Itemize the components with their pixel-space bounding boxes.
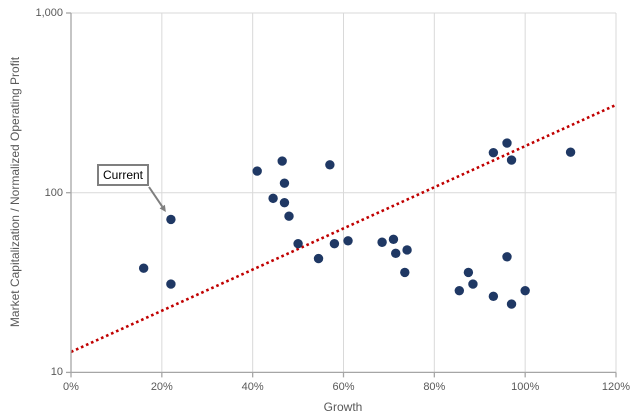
x-tick-label: 60% [332,381,355,393]
data-point[interactable] [166,279,176,289]
data-point[interactable] [313,253,324,264]
data-point[interactable] [565,147,576,157]
data-point[interactable] [488,291,499,302]
x-tick-label: 20% [150,381,173,393]
data-point[interactable] [252,166,262,176]
x-tick-label: 40% [241,381,264,393]
data-point[interactable] [325,160,335,170]
data-point[interactable] [138,263,149,273]
data-point[interactable] [454,285,465,296]
data-point[interactable] [166,214,176,225]
data-point[interactable] [400,267,410,278]
data-point[interactable] [520,285,530,296]
data-point[interactable] [293,239,303,249]
data-point[interactable] [502,252,512,262]
data-point[interactable] [268,193,278,204]
annotation-arrow-line [148,186,164,208]
data-point[interactable] [391,248,401,259]
x-tick-label: 100% [511,381,540,393]
y-tick-label: 100 [44,186,63,199]
data-point[interactable] [388,234,399,245]
current-annotation: Current [97,164,149,186]
annotation-arrowhead-icon [159,204,166,212]
data-point[interactable] [377,237,387,247]
x-tick-label: 120% [601,381,631,393]
y-tick-label: 10 [50,366,63,379]
data-point[interactable] [468,279,478,289]
data-point[interactable] [506,155,517,165]
data-point[interactable] [329,239,340,249]
data-point[interactable] [506,299,517,309]
data-point[interactable] [279,178,290,188]
x-tick-label: 0% [63,381,79,393]
y-axis-title: Market Capitalization / Normalized Opera… [8,56,22,328]
x-axis-title: Growth [323,400,363,414]
data-point[interactable] [488,147,499,158]
current-annotation-label: Current [102,168,143,182]
data-point[interactable] [284,211,294,221]
data-point[interactable] [402,245,412,255]
y-tick-label: 1,000 [35,7,63,19]
data-point[interactable] [277,156,287,166]
x-tick-label: 80% [423,381,446,393]
data-point[interactable] [279,197,290,208]
data-point[interactable] [343,236,353,246]
data-point[interactable] [463,267,474,278]
trend-line [70,103,617,354]
data-point[interactable] [502,138,512,148]
